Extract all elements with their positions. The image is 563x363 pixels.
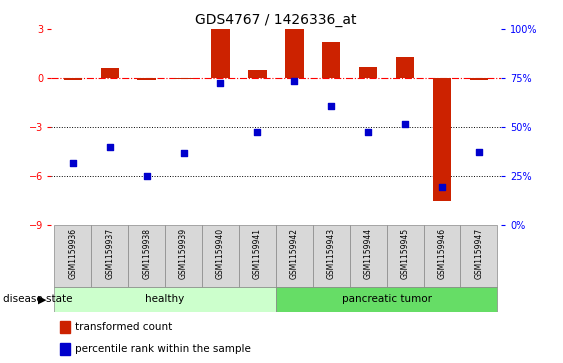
Bar <box>248 70 267 78</box>
Bar <box>276 287 497 312</box>
Bar <box>165 225 202 287</box>
Point <box>327 103 336 109</box>
Point <box>68 160 77 166</box>
Point <box>475 148 484 154</box>
Bar <box>60 343 70 355</box>
Point <box>253 129 262 135</box>
Text: disease state: disease state <box>3 294 72 305</box>
Bar <box>175 78 193 79</box>
Text: transformed count: transformed count <box>75 322 173 332</box>
Text: GSM1159937: GSM1159937 <box>105 228 114 279</box>
Bar <box>239 225 276 287</box>
Bar <box>137 78 156 81</box>
Text: GSM1159940: GSM1159940 <box>216 228 225 279</box>
Text: GSM1159938: GSM1159938 <box>142 228 151 279</box>
Bar <box>396 57 414 78</box>
Bar <box>433 78 451 200</box>
Text: GSM1159946: GSM1159946 <box>437 228 446 279</box>
Bar <box>461 225 497 287</box>
Bar <box>285 29 303 78</box>
Text: GSM1159936: GSM1159936 <box>68 228 77 279</box>
Bar <box>128 225 165 287</box>
Text: GSM1159947: GSM1159947 <box>475 228 484 279</box>
Text: pancreatic tumor: pancreatic tumor <box>342 294 432 305</box>
Bar <box>359 66 377 78</box>
Bar <box>350 225 387 287</box>
Text: GSM1159943: GSM1159943 <box>327 228 336 279</box>
Bar <box>423 225 461 287</box>
Text: GSM1159945: GSM1159945 <box>401 228 410 279</box>
Point <box>142 173 151 179</box>
Bar <box>91 225 128 287</box>
Bar <box>55 225 91 287</box>
Bar <box>101 68 119 78</box>
Point <box>105 144 114 150</box>
Bar <box>55 287 276 312</box>
Bar <box>64 78 82 79</box>
Text: percentile rank within the sample: percentile rank within the sample <box>75 344 251 354</box>
Text: GSM1159942: GSM1159942 <box>290 228 299 279</box>
Bar <box>60 321 70 333</box>
Bar <box>202 225 239 287</box>
Text: healthy: healthy <box>145 294 185 305</box>
Title: GDS4767 / 1426336_at: GDS4767 / 1426336_at <box>195 13 356 26</box>
Bar <box>313 225 350 287</box>
Bar <box>211 29 230 78</box>
Bar <box>322 42 341 78</box>
Point <box>437 184 446 190</box>
Point <box>290 78 299 84</box>
Point <box>216 80 225 86</box>
Text: GSM1159944: GSM1159944 <box>364 228 373 279</box>
Text: GSM1159939: GSM1159939 <box>179 228 188 279</box>
Point <box>364 129 373 135</box>
Text: GSM1159941: GSM1159941 <box>253 228 262 279</box>
Text: ▶: ▶ <box>38 294 46 305</box>
Bar <box>387 225 423 287</box>
Point <box>401 121 410 127</box>
Bar <box>276 225 313 287</box>
Point <box>179 150 188 156</box>
Bar <box>470 78 488 79</box>
